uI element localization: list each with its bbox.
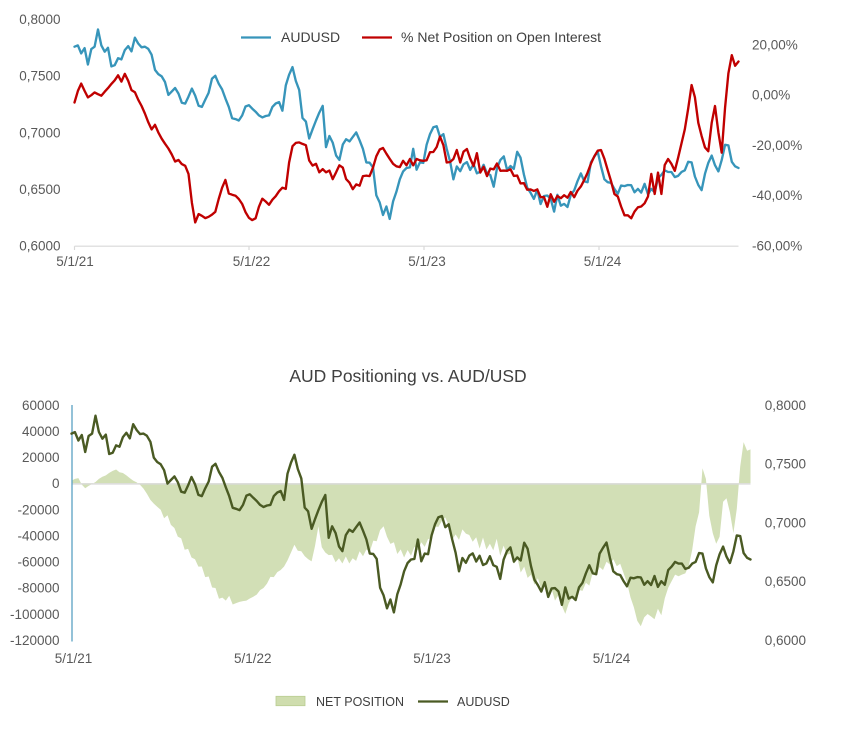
svg-text:-40,00%: -40,00% <box>752 188 802 203</box>
svg-text:0,8000: 0,8000 <box>765 398 806 413</box>
svg-text:AUD Positioning vs. AUD/USD: AUD Positioning vs. AUD/USD <box>289 366 526 386</box>
svg-text:-40000: -40000 <box>17 529 59 544</box>
svg-text:0,6000: 0,6000 <box>19 238 60 253</box>
svg-text:NET POSITION: NET POSITION <box>316 695 404 709</box>
svg-text:0,6500: 0,6500 <box>765 574 806 589</box>
svg-text:0,8000: 0,8000 <box>19 12 60 27</box>
svg-text:20000: 20000 <box>22 450 60 465</box>
svg-text:0,7000: 0,7000 <box>19 125 60 140</box>
svg-text:-20,00%: -20,00% <box>752 138 802 153</box>
svg-text:0: 0 <box>52 476 60 491</box>
svg-text:0,6000: 0,6000 <box>765 633 806 648</box>
svg-text:60000: 60000 <box>22 398 60 413</box>
svg-text:-60000: -60000 <box>17 555 59 570</box>
svg-text:5/1/22: 5/1/22 <box>233 254 271 269</box>
svg-text:0,7500: 0,7500 <box>19 69 60 84</box>
svg-text:5/1/22: 5/1/22 <box>234 651 272 666</box>
svg-text:-20000: -20000 <box>17 502 59 517</box>
svg-text:5/1/21: 5/1/21 <box>55 651 93 666</box>
svg-text:0,6500: 0,6500 <box>19 182 60 197</box>
svg-text:0,7000: 0,7000 <box>765 515 806 530</box>
svg-text:5/1/21: 5/1/21 <box>56 254 94 269</box>
svg-text:-60,00%: -60,00% <box>752 238 802 253</box>
svg-text:-100000: -100000 <box>10 607 60 622</box>
svg-text:5/1/23: 5/1/23 <box>408 254 446 269</box>
svg-text:5/1/24: 5/1/24 <box>593 651 631 666</box>
svg-text:-120000: -120000 <box>10 633 60 648</box>
svg-text:AUDUSD: AUDUSD <box>457 695 510 709</box>
svg-text:5/1/24: 5/1/24 <box>584 254 622 269</box>
svg-text:% Net Position on Open Interes: % Net Position on Open Interest <box>401 29 601 45</box>
svg-text:40000: 40000 <box>22 424 60 439</box>
svg-text:0,7500: 0,7500 <box>765 457 806 472</box>
svg-text:AUDUSD: AUDUSD <box>281 29 340 45</box>
svg-text:5/1/23: 5/1/23 <box>413 651 451 666</box>
svg-text:20,00%: 20,00% <box>752 37 798 52</box>
svg-text:-80000: -80000 <box>17 581 59 596</box>
svg-text:0,00%: 0,00% <box>752 88 790 103</box>
